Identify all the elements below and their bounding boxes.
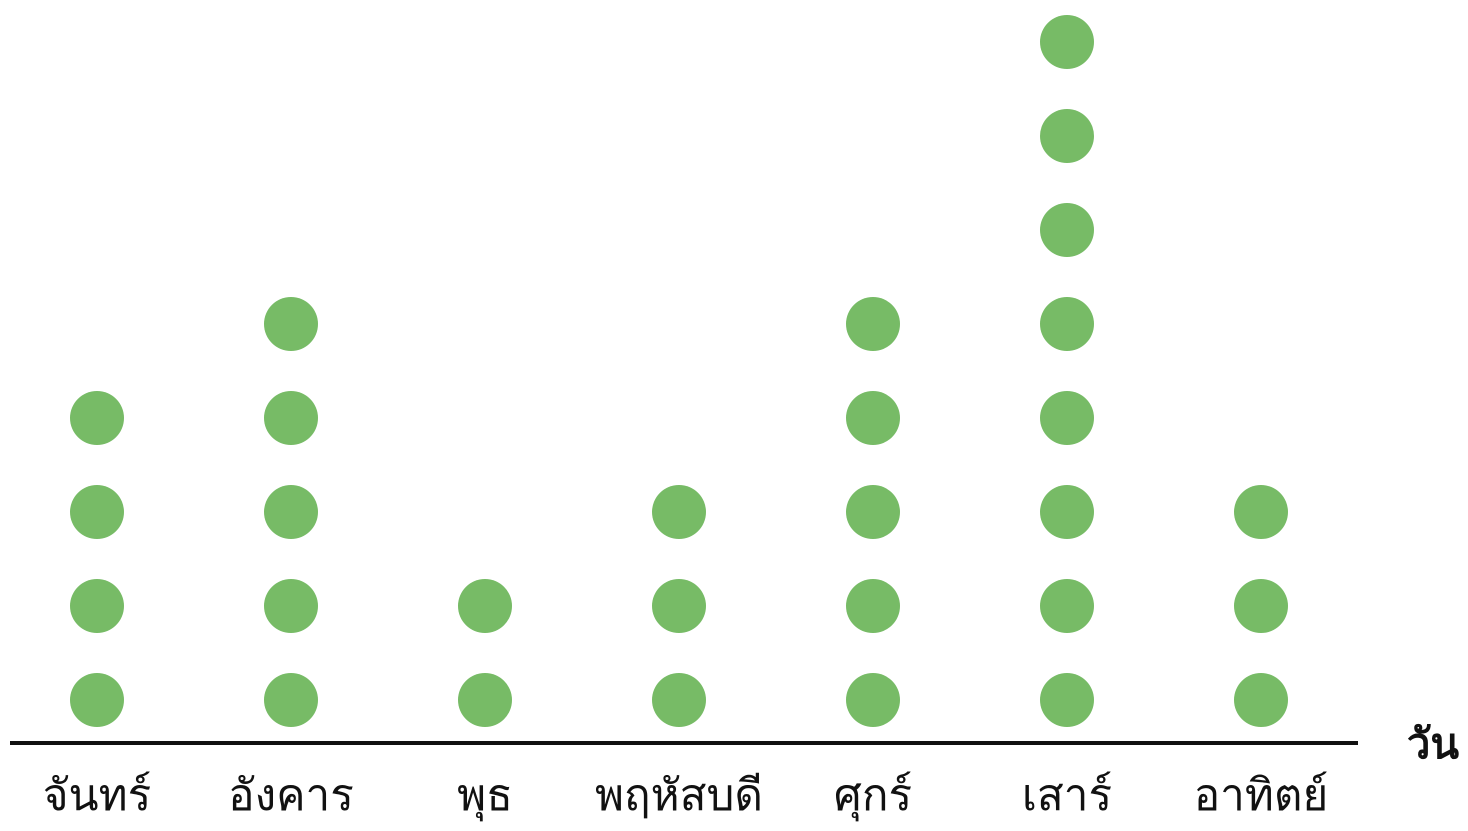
dot-5-2 [846,579,900,633]
dot-2-1 [264,673,318,727]
x-tick-label: พฤหัสบดี [595,770,763,821]
x-tick-label: ศุกร์ [834,770,912,822]
dot-1-1 [70,673,124,727]
dot-1-2 [70,579,124,633]
dot-6-2 [1040,579,1094,633]
dot-6-7 [1040,109,1094,163]
dot-7-1 [1234,673,1288,727]
dot-2-4 [264,391,318,445]
dot-5-3 [846,485,900,539]
dot-7-3 [1234,485,1288,539]
x-tick-label: อังคาร [228,770,354,821]
dot-5-4 [846,391,900,445]
dot-6-4 [1040,391,1094,445]
x-tick-labels: จันทร์ อังคาร พุธ พฤหัสบดี ศุกร์ เสาร์ อาทิตย์ [43,770,1329,822]
dot-4-3 [652,485,706,539]
dot-6-3 [1040,485,1094,539]
x-tick-label: พุธ [457,770,513,822]
dot-2-3 [264,485,318,539]
dots-layer [70,15,1288,727]
dot-5-1 [846,673,900,727]
dot-7-2 [1234,579,1288,633]
dot-3-2 [458,579,512,633]
dot-5-5 [846,297,900,351]
dot-4-1 [652,673,706,727]
dot-4-2 [652,579,706,633]
dot-2-2 [264,579,318,633]
dot-6-6 [1040,203,1094,257]
x-axis-title: วัน [1407,719,1460,768]
x-tick-label: อาทิตย์ [1194,770,1329,821]
x-tick-label: เสาร์ [1022,770,1112,821]
dot-1-3 [70,485,124,539]
dot-1-4 [70,391,124,445]
dot-2-5 [264,297,318,351]
x-tick-label: จันทร์ [43,770,152,821]
dot-6-5 [1040,297,1094,351]
dot-6-8 [1040,15,1094,69]
dot-6-1 [1040,673,1094,727]
dot-3-1 [458,673,512,727]
